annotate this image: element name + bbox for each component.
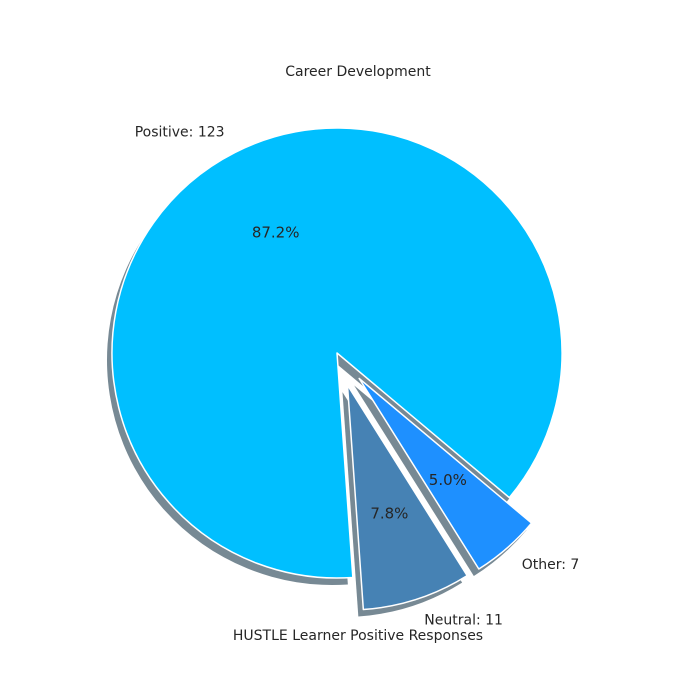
slice-label-other: Other: 7: [522, 557, 580, 573]
slice-labels: 87.2% Positive: 123 7.8% Neutral: 11 5.0% Oth…: [135, 125, 580, 629]
percent-label-positive: 87.2%: [252, 224, 300, 242]
percent-label-neutral: 7.8%: [370, 504, 408, 522]
slice-label-positive: Positive: 123: [135, 125, 225, 141]
x-axis-label: HUSTLE Learner Positive Responses: [233, 628, 483, 644]
pie-slices: [111, 127, 563, 611]
percent-label-other: 5.0%: [429, 471, 467, 489]
slice-label-neutral: Neutral: 11: [424, 612, 503, 628]
pie-slice-neutral: [346, 384, 468, 611]
pie-slice-positive: [111, 127, 563, 579]
pie-slice-other: [358, 377, 533, 570]
chart-title: Career Development: [285, 64, 431, 80]
